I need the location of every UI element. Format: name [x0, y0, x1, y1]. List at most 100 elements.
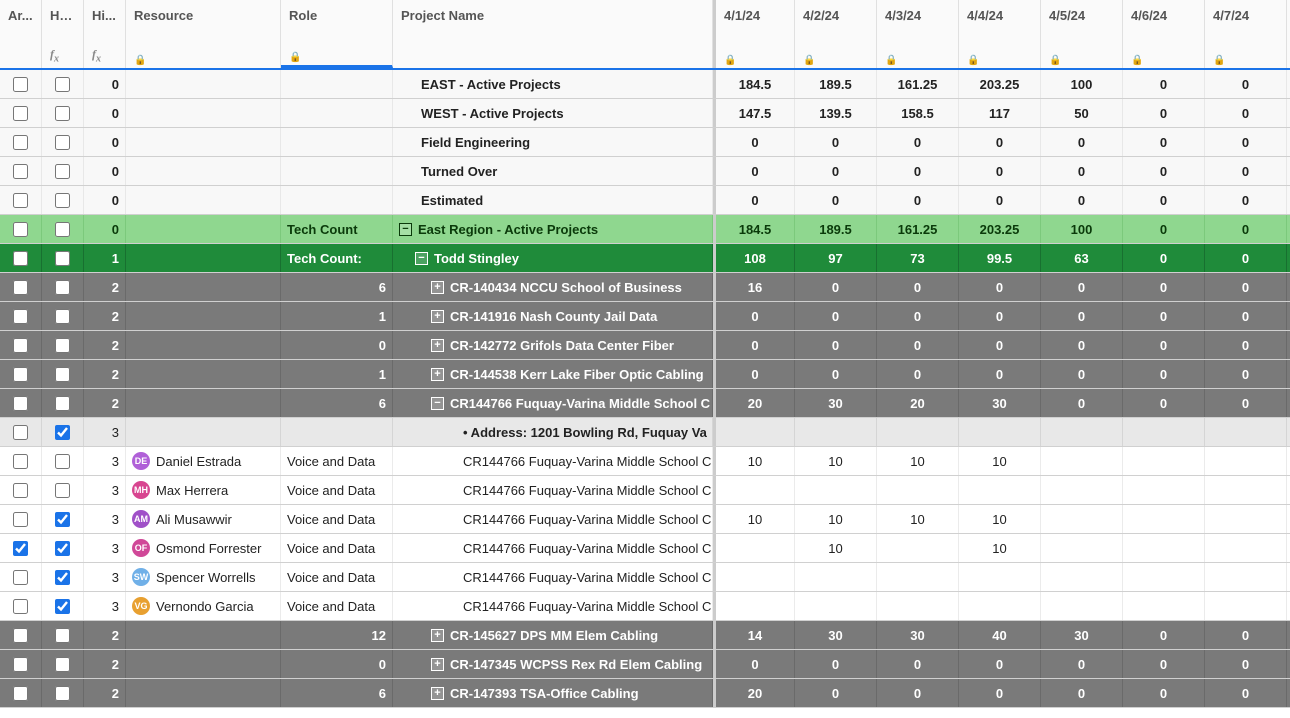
- date-cell[interactable]: 10: [795, 505, 877, 533]
- date-cell[interactable]: 0: [1205, 273, 1287, 301]
- project-cell[interactable]: +CR-140434 NCCU School of Business: [393, 273, 713, 301]
- date-cell[interactable]: 16: [713, 273, 795, 301]
- table-row[interactable]: 0EAST - Active Projects184.5189.5161.252…: [0, 70, 1290, 99]
- table-row[interactable]: 21+CR-141916 Nash County Jail Data000000…: [0, 302, 1290, 331]
- date-cell[interactable]: 139.5: [795, 99, 877, 127]
- row-checkbox[interactable]: [13, 280, 28, 295]
- date-cell[interactable]: 0: [1123, 244, 1205, 272]
- date-cell[interactable]: 0: [1041, 679, 1123, 707]
- date-cell[interactable]: 203.25: [959, 215, 1041, 243]
- row-checkbox[interactable]: [13, 77, 28, 92]
- date-cell[interactable]: 10: [877, 447, 959, 475]
- row-checkbox[interactable]: [13, 599, 28, 614]
- date-cell[interactable]: 0: [1123, 99, 1205, 127]
- date-cell[interactable]: 10: [959, 447, 1041, 475]
- date-cell[interactable]: [877, 534, 959, 562]
- date-cell[interactable]: [1041, 534, 1123, 562]
- date-cell[interactable]: 0: [1123, 621, 1205, 649]
- row-checkbox[interactable]: [55, 570, 70, 585]
- project-cell[interactable]: −East Region - Active Projects: [393, 215, 713, 243]
- date-cell[interactable]: 20: [713, 389, 795, 417]
- date-cell[interactable]: [795, 418, 877, 446]
- table-row[interactable]: 0Turned Over0000000: [0, 157, 1290, 186]
- date-cell[interactable]: 0: [795, 186, 877, 214]
- date-cell[interactable]: 0: [713, 331, 795, 359]
- date-cell[interactable]: [877, 563, 959, 591]
- table-row[interactable]: 1Tech Count:−Todd Stingley108977399.5630…: [0, 244, 1290, 273]
- date-cell[interactable]: 20: [713, 679, 795, 707]
- row-checkbox[interactable]: [55, 512, 70, 527]
- table-row[interactable]: 3AMAli MusawwirVoice and DataCR144766 Fu…: [0, 505, 1290, 534]
- date-cell[interactable]: [1041, 505, 1123, 533]
- table-row[interactable]: 3OFOsmond ForresterVoice and DataCR14476…: [0, 534, 1290, 563]
- date-cell[interactable]: [877, 418, 959, 446]
- date-cell[interactable]: 10: [795, 534, 877, 562]
- date-cell[interactable]: 0: [1205, 621, 1287, 649]
- date-cell[interactable]: 0: [877, 157, 959, 185]
- date-cell[interactable]: 0: [959, 186, 1041, 214]
- project-cell[interactable]: +CR-145627 DPS MM Elem Cabling: [393, 621, 713, 649]
- row-checkbox[interactable]: [55, 367, 70, 382]
- date-cell[interactable]: 0: [795, 157, 877, 185]
- date-cell[interactable]: [1205, 563, 1287, 591]
- row-checkbox[interactable]: [13, 106, 28, 121]
- date-cell[interactable]: 0: [1123, 157, 1205, 185]
- col-header-hi[interactable]: Hi... fx: [84, 0, 126, 68]
- col-header-project[interactable]: Project Name: [393, 0, 713, 68]
- date-cell[interactable]: 0: [1205, 389, 1287, 417]
- date-cell[interactable]: 108: [713, 244, 795, 272]
- date-cell[interactable]: 0: [795, 650, 877, 678]
- date-cell[interactable]: [1123, 505, 1205, 533]
- date-cell[interactable]: 147.5: [713, 99, 795, 127]
- date-cell[interactable]: 0: [1205, 244, 1287, 272]
- row-checkbox[interactable]: [13, 396, 28, 411]
- date-cell[interactable]: 0: [1205, 99, 1287, 127]
- col-header-date[interactable]: 4/6/24: [1123, 0, 1205, 68]
- date-cell[interactable]: 0: [1041, 360, 1123, 388]
- resource-cell[interactable]: MHMax Herrera: [126, 476, 281, 504]
- date-cell[interactable]: 0: [713, 650, 795, 678]
- date-cell[interactable]: [1205, 418, 1287, 446]
- table-row[interactable]: 3MHMax HerreraVoice and DataCR144766 Fuq…: [0, 476, 1290, 505]
- table-row[interactable]: 3DEDaniel EstradaVoice and DataCR144766 …: [0, 447, 1290, 476]
- date-cell[interactable]: 0: [1205, 302, 1287, 330]
- col-header-ho[interactable]: Ho... Sc... fx: [42, 0, 84, 68]
- date-cell[interactable]: [795, 563, 877, 591]
- row-checkbox[interactable]: [13, 454, 28, 469]
- row-checkbox[interactable]: [13, 251, 28, 266]
- date-cell[interactable]: [959, 418, 1041, 446]
- row-checkbox[interactable]: [55, 77, 70, 92]
- date-cell[interactable]: [1123, 476, 1205, 504]
- date-cell[interactable]: [959, 563, 1041, 591]
- table-row[interactable]: 26−CR144766 Fuquay-Varina Middle School …: [0, 389, 1290, 418]
- date-cell[interactable]: 10: [713, 447, 795, 475]
- date-cell[interactable]: [1205, 505, 1287, 533]
- row-checkbox[interactable]: [13, 570, 28, 585]
- expand-icon[interactable]: +: [431, 281, 444, 294]
- col-header-date[interactable]: 4/5/24: [1041, 0, 1123, 68]
- date-cell[interactable]: 100: [1041, 70, 1123, 98]
- date-cell[interactable]: 0: [877, 360, 959, 388]
- date-cell[interactable]: 0: [795, 128, 877, 156]
- date-cell[interactable]: 189.5: [795, 70, 877, 98]
- table-row[interactable]: 212+CR-145627 DPS MM Elem Cabling1430304…: [0, 621, 1290, 650]
- project-cell[interactable]: −CR144766 Fuquay-Varina Middle School C: [393, 389, 713, 417]
- row-checkbox[interactable]: [55, 599, 70, 614]
- date-cell[interactable]: [1041, 592, 1123, 620]
- date-cell[interactable]: 161.25: [877, 70, 959, 98]
- expand-icon[interactable]: +: [431, 687, 444, 700]
- row-checkbox[interactable]: [55, 106, 70, 121]
- col-header-date[interactable]: 4/2/24: [795, 0, 877, 68]
- date-cell[interactable]: 0: [795, 679, 877, 707]
- date-cell[interactable]: 0: [1041, 389, 1123, 417]
- date-cell[interactable]: [1123, 592, 1205, 620]
- table-row[interactable]: 3• Address: 1201 Bowling Rd, Fuquay Va: [0, 418, 1290, 447]
- date-cell[interactable]: [713, 563, 795, 591]
- date-cell[interactable]: 0: [1205, 679, 1287, 707]
- date-cell[interactable]: 0: [713, 186, 795, 214]
- table-row[interactable]: 20+CR-142772 Grifols Data Center Fiber00…: [0, 331, 1290, 360]
- row-checkbox[interactable]: [13, 483, 28, 498]
- date-cell[interactable]: [713, 418, 795, 446]
- col-header-resource[interactable]: Resource: [126, 0, 281, 68]
- date-cell[interactable]: 0: [959, 273, 1041, 301]
